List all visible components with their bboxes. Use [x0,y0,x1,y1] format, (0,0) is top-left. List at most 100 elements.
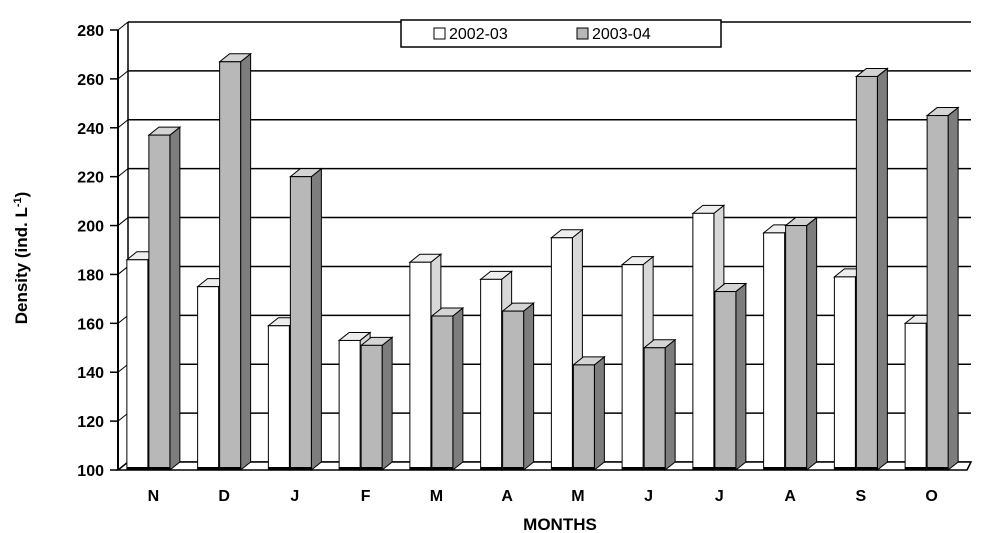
bar-2002-03 [692,212,715,471]
bar-base [290,467,312,470]
legend-swatch-2002-03 [433,27,446,40]
bar-base [339,467,361,470]
y-tick-label: 240 [77,121,104,138]
bar-base [763,467,785,470]
legend-box [400,19,722,48]
bar-2002-03 [550,237,573,471]
bar-base [502,467,524,470]
y-axis-title: Density (ind. L-1) [12,192,31,325]
gridline-slant [117,314,129,324]
bar-2003-04 [714,291,737,471]
bar-base [927,467,949,470]
bar-base [126,467,148,470]
bar-side-2003-04 [240,52,252,472]
y-tick-label: 140 [77,365,104,382]
bar-2003-04 [785,225,808,471]
y-tick-label: 200 [77,219,104,236]
bar-2003-04 [219,61,242,471]
bar-base [692,467,714,470]
y-axis-title-superscript: -1 [12,197,24,207]
y-tick-label: 120 [77,414,104,431]
legend-swatch-2003-04 [576,27,589,40]
bar-base [268,467,290,470]
bar-base [551,467,573,470]
legend-label-2002-03: 2002-03 [449,26,508,43]
bar-base [431,467,453,470]
x-tick-label: A [784,488,796,505]
bar-base [856,467,878,470]
bar-side-2003-04 [947,106,959,472]
bar-2003-04 [572,364,595,471]
bar-base [622,467,644,470]
bar-base [197,467,219,470]
bar-2002-03 [409,261,432,471]
gridline-slant [117,168,129,178]
bar-base [905,467,927,470]
y-axis-title-main: Density (ind. L [12,207,31,324]
bar-side-2003-04 [169,126,181,472]
bar-side-2003-04 [876,67,888,472]
x-tick-label: N [148,488,160,505]
y-tick-label: 180 [77,267,104,284]
gridline-slant [117,217,129,226]
bar-2003-04 [502,310,525,471]
legend: 2002-03 2003-04 [400,19,722,48]
bar-base [219,467,241,470]
bar-2002-03 [904,322,927,471]
gridline-slant [117,412,129,422]
y-tick-label: 260 [77,72,104,89]
x-tick-label: S [856,488,867,505]
bar-side-2003-04 [806,216,818,472]
y-tick-label: 280 [77,23,104,40]
bar-2003-04 [431,315,454,471]
x-tick-label: D [218,488,230,505]
bar-2002-03 [197,286,220,471]
bar-2003-04 [643,347,666,471]
bar-2003-04 [855,75,878,471]
bar-side-2003-04 [664,338,676,472]
floor [115,461,973,471]
gridline-slant [117,363,129,373]
bars [125,52,960,472]
x-axis-title: MONTHS [523,515,597,533]
y-tick-label: 100 [77,463,104,480]
legend-label-2003-04: 2003-04 [592,26,651,43]
bar-2002-03 [338,339,361,471]
y-tick-label: 160 [77,316,104,333]
bar-base [644,467,666,470]
bar-base [148,467,170,470]
y-axis-title-suffix: ) [12,192,31,198]
bar-side-2003-04 [310,167,322,472]
gridline-slant [117,266,129,275]
bar-2003-04 [289,176,312,471]
bar-2002-03 [833,276,856,471]
bar-2003-04 [360,344,383,471]
bar-side-2003-04 [523,302,535,472]
bar-2002-03 [126,259,149,471]
bar-base [409,467,431,470]
x-tick-label: M [430,488,443,505]
bar-2002-03 [267,325,290,471]
bar-side-2003-04 [452,306,464,472]
x-tick-label: J [644,488,653,505]
bar-side-2003-04 [735,282,747,472]
bar-base [714,467,736,470]
gridline-slant [117,21,129,31]
x-tick-label: M [571,488,584,505]
x-tick-label: A [501,488,513,505]
bar-base [361,467,383,470]
plot-frame [110,22,973,471]
bar-2002-03 [621,264,644,471]
bar-side-2003-04 [593,355,605,472]
bar-side-2003-04 [381,336,393,472]
bar-base [834,467,856,470]
x-tick-label: J [290,488,299,505]
x-tick-label: O [925,488,937,505]
y-tick-label: 220 [77,170,104,187]
bar-base [785,467,807,470]
gridline-slant [117,119,129,129]
bar-base [480,467,502,470]
bar-base [573,467,595,470]
